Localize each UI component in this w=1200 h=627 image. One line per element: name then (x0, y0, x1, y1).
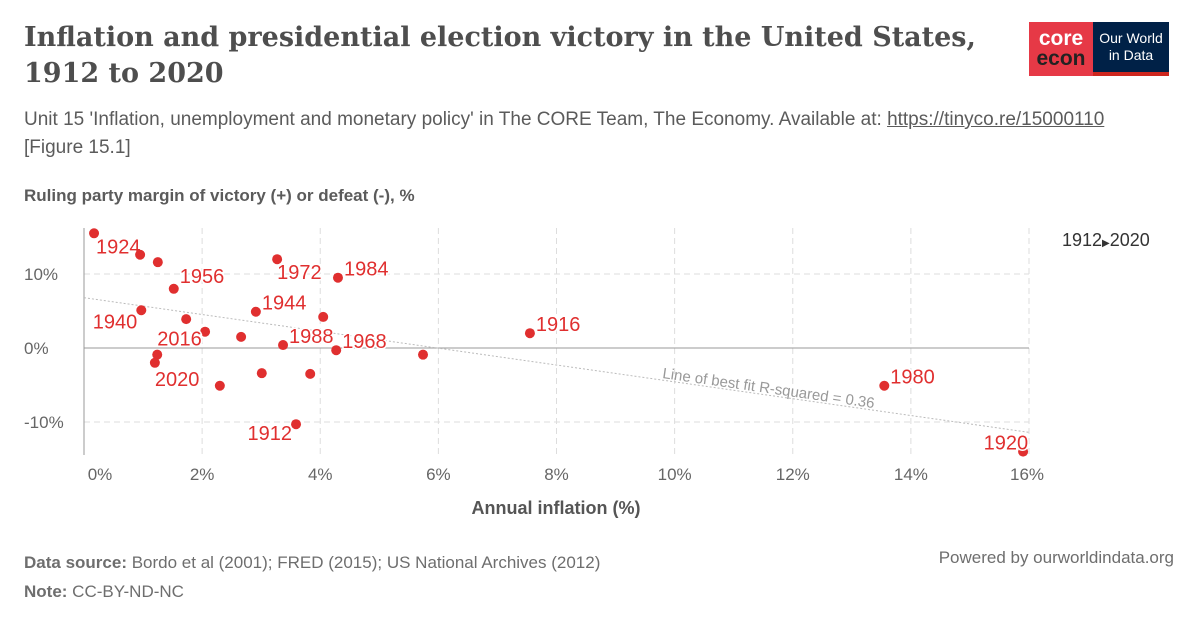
x-tick-label: 16% (1010, 465, 1044, 484)
data-point[interactable] (135, 249, 146, 260)
point-label: 1944 (262, 293, 307, 315)
point-label: 1980 (890, 367, 935, 389)
x-tick-label: 4% (308, 465, 333, 484)
data-point[interactable] (256, 368, 267, 379)
page-title: Inflation and presidential election vict… (24, 22, 976, 89)
y-tick-label: -10% (24, 413, 64, 432)
data-point[interactable] (318, 311, 329, 322)
play-arrow-icon: ▶ (1102, 238, 1110, 249)
subtitle: Unit 15 'Inflation, unemployment and mon… (24, 106, 1144, 162)
owid-logo: Our World in Data (1093, 22, 1169, 76)
x-tick-label: 0% (88, 465, 113, 484)
data-point[interactable] (214, 380, 225, 391)
footer: Data source: Bordo et al (2001); FRED (2… (24, 548, 600, 606)
x-tick-label: 8% (544, 465, 569, 484)
data-point[interactable] (418, 349, 429, 360)
x-tick-label: 10% (658, 465, 692, 484)
data-point[interactable] (152, 349, 163, 360)
logo-owid2: in Data (1108, 47, 1154, 63)
data-point[interactable] (152, 257, 163, 268)
data-point[interactable] (200, 326, 211, 337)
timeline-start: 1912 (1062, 230, 1103, 250)
y-tick-label: 10% (24, 265, 58, 284)
point-label: 1956 (180, 266, 225, 288)
data-point[interactable] (149, 357, 160, 368)
source-text: Bordo et al (2001); FRED (2015); US Nati… (126, 553, 601, 572)
point-label: 1968 (342, 331, 387, 353)
point-label: 1972 (277, 262, 322, 284)
point-label: 1916 (536, 314, 581, 336)
data-point[interactable] (332, 272, 343, 283)
point-label: 1940 (93, 311, 138, 333)
fit-line (83, 297, 1030, 433)
x-tick-label: 2% (190, 465, 215, 484)
timeline[interactable]: 1912▶2020 (1062, 230, 1150, 251)
source-label: Data source: (24, 553, 127, 572)
data-point[interactable] (136, 305, 147, 316)
data-point[interactable] (879, 380, 890, 391)
point-label: 1988 (289, 326, 334, 348)
note-text: CC-BY-ND-NC (67, 582, 184, 601)
data-point[interactable] (331, 345, 342, 356)
data-point[interactable] (272, 254, 283, 265)
logo[interactable]: core econ Our World in Data (1029, 22, 1169, 76)
data-point[interactable] (1018, 446, 1029, 457)
fit-label: Line of best fit R-squared = 0.36 (661, 365, 875, 412)
data-point[interactable] (236, 331, 247, 342)
x-axis-label: Annual inflation (%) (472, 498, 641, 518)
data-point[interactable] (278, 340, 289, 351)
data-point[interactable] (250, 306, 261, 317)
powered-by[interactable]: Powered by ourworldindata.org (938, 548, 1174, 567)
timeline-end: 2020 (1109, 230, 1150, 250)
x-tick-label: 14% (894, 465, 928, 484)
data-point[interactable] (524, 328, 535, 339)
point-label: 2016 (157, 329, 202, 351)
logo-owid1: Our World (1099, 30, 1163, 46)
y-axis-label: Ruling party margin of victory (+) or de… (24, 186, 415, 205)
x-tick-label: 12% (776, 465, 810, 484)
data-point[interactable] (89, 228, 100, 239)
core-econ-logo: core econ (1029, 22, 1093, 76)
subtitle-text: Unit 15 'Inflation, unemployment and mon… (24, 109, 888, 130)
x-tick-label: 6% (426, 465, 451, 484)
data-point[interactable] (291, 419, 302, 430)
data-point[interactable] (168, 283, 179, 294)
point-label: 1912 (248, 423, 293, 445)
logo-core: core (1038, 27, 1084, 50)
point-label: 1984 (344, 259, 389, 281)
figure-ref: [Figure 15.1] (24, 137, 131, 158)
y-tick-label: 0% (24, 339, 49, 358)
point-label: 2020 (155, 369, 200, 391)
note-label: Note: (24, 582, 68, 601)
point-label: 1920 (984, 433, 1029, 455)
point-label: 1924 (96, 236, 140, 258)
data-point[interactable] (181, 314, 192, 325)
source-link[interactable]: https://tinyco.re/15000110 (887, 109, 1105, 130)
data-point[interactable] (305, 368, 316, 379)
logo-econ: econ (1036, 47, 1086, 70)
